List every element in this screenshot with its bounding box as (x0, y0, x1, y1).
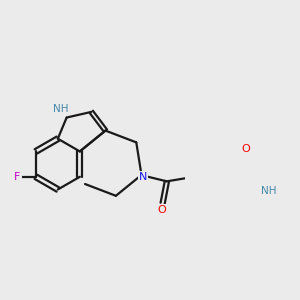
Text: O: O (158, 205, 166, 214)
Text: O: O (241, 144, 250, 154)
Text: F: F (14, 172, 21, 182)
Text: NH: NH (261, 186, 276, 196)
Text: NH: NH (52, 104, 68, 114)
Text: N: N (139, 172, 147, 182)
